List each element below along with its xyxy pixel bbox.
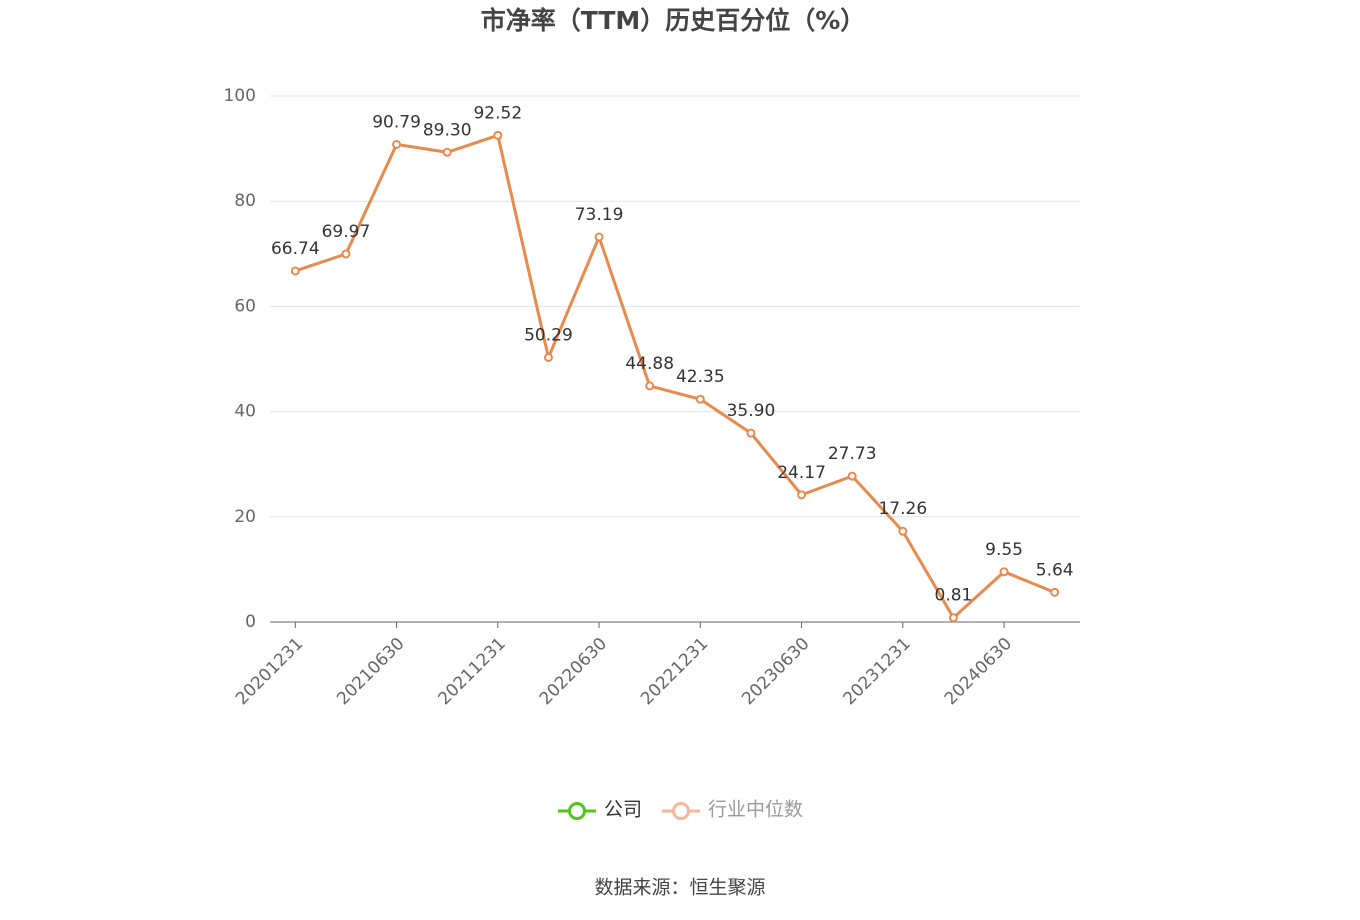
y-tick-label: 100 [224,86,256,106]
point [797,490,807,500]
point [948,613,958,623]
data-label: 44.88 [625,354,674,374]
point [746,428,756,438]
legend-marker [672,802,691,820]
data-label: 90.79 [372,112,421,132]
legend-label: 行业中位数 [708,799,803,821]
data-label: 5.64 [1036,560,1074,580]
series-line [294,133,1056,621]
x-tick-label: 20211231 [435,634,510,709]
point [695,394,705,404]
y-tick-label: 60 [234,296,256,316]
point [341,249,351,259]
data-label: 17.26 [878,499,927,519]
data-label: 0.81 [935,586,973,606]
point [999,567,1009,577]
source: 数据来源：恒生聚源 [594,877,765,899]
point [645,381,655,391]
data-label: 27.73 [828,444,877,464]
point [442,147,452,157]
legend-marker [568,802,586,820]
y-tick-label: 80 [234,191,256,211]
y-tick-label: 20 [234,507,256,527]
legend-label: 公司 [604,799,642,821]
data-label: 69.97 [322,222,371,242]
data-label: 24.17 [777,463,826,483]
point [898,526,908,536]
data-label: 35.90 [727,401,776,421]
chart-title: 市净率（TTM）历史百分位（%） [481,6,866,35]
point [1050,587,1060,597]
data-label: 9.55 [985,540,1023,560]
point [493,130,503,140]
y-tick-label: 0 [245,612,256,632]
point [543,352,553,362]
data-label: 50.29 [524,325,573,345]
x-tick-label: 20231231 [840,634,915,709]
x-tick-label: 20210630 [333,634,408,709]
data-label: 42.35 [676,367,725,387]
point [847,471,857,481]
point [594,232,604,242]
point [290,266,300,276]
x-tick-label: 20240630 [941,634,1016,709]
data-label: 66.74 [271,239,320,259]
data-label: 92.52 [473,103,522,123]
x-tick-label: 20230630 [738,634,813,709]
x-tick-label: 20201231 [232,634,307,709]
point [392,139,402,149]
x-tick-label: 20220630 [536,634,611,709]
x-tick-label: 20221231 [637,634,712,709]
y-tick-label: 40 [234,402,256,422]
data-label: 73.19 [575,205,624,225]
data-label: 89.30 [423,120,472,140]
